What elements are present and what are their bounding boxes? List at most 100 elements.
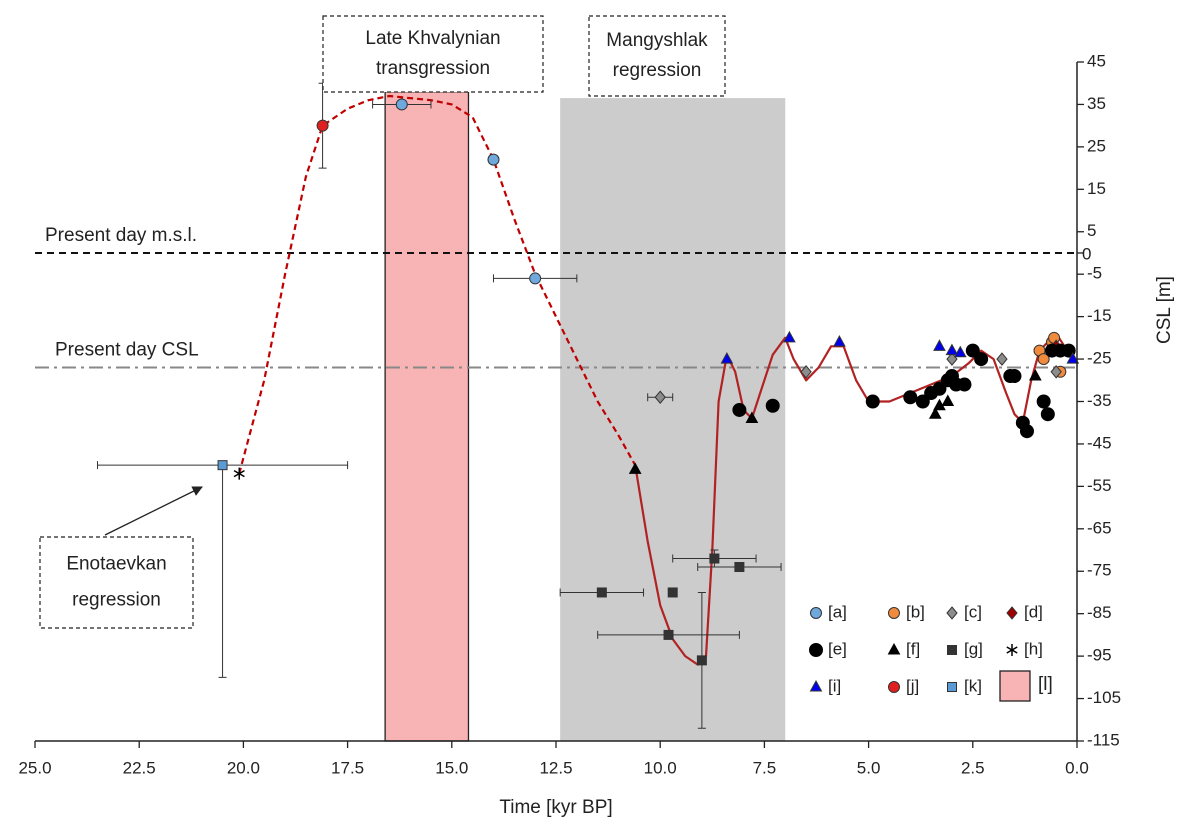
- data-point: [996, 352, 1008, 366]
- data-point: [1040, 407, 1055, 422]
- y-axis-label: CSL [m]: [1154, 276, 1175, 344]
- annotation-text: Late Khvalynian: [365, 28, 500, 49]
- data-point: [395, 98, 408, 111]
- data-point: [316, 119, 329, 132]
- data-point: [957, 377, 972, 392]
- y-tick-label: -115: [1087, 730, 1120, 749]
- y-tick-label: -35: [1087, 391, 1112, 410]
- legend-marker: [810, 607, 822, 619]
- legend-label: [i]: [828, 676, 841, 695]
- annotation-text: Mangyshlak: [606, 30, 708, 51]
- legend-marker: [809, 643, 823, 657]
- y-tick-label: -65: [1087, 518, 1112, 537]
- data-point: [1007, 369, 1022, 384]
- data-point: [783, 330, 796, 343]
- y-tick-label: 35: [1087, 94, 1106, 113]
- reference-label: Present day CSL: [55, 340, 199, 361]
- legend-label: [d]: [1024, 602, 1043, 621]
- y-tick-label: -5: [1087, 264, 1102, 283]
- data-point: [732, 402, 747, 417]
- data-point: [903, 390, 918, 405]
- data-point: [696, 655, 707, 666]
- legend-label: [a]: [828, 602, 847, 621]
- legend-label: [j]: [906, 676, 919, 695]
- plot-layer: Present day m.s.l. Present day CSL: [35, 82, 1080, 742]
- data-point: [734, 562, 745, 573]
- x-tick-label: 5.0: [857, 758, 881, 777]
- data-point: [1066, 352, 1080, 364]
- x-axis-label: Time [kyr BP]: [499, 797, 612, 818]
- y-tick-label: -55: [1087, 476, 1112, 495]
- y-tick-label: 5: [1087, 221, 1096, 240]
- legend-label: [k]: [964, 676, 982, 695]
- annotation-box: [588, 15, 726, 97]
- data-point: [1036, 394, 1051, 409]
- x-tick-label: 25.0: [18, 758, 51, 777]
- x-tick-label: 10.0: [644, 758, 677, 777]
- legend-marker: [1006, 644, 1018, 656]
- data-point: [915, 394, 930, 409]
- data-point: [1019, 424, 1034, 439]
- legend-label: [b]: [906, 602, 925, 621]
- data-point: [487, 153, 500, 166]
- x-tick-label: 7.5: [753, 758, 777, 777]
- data-point: [974, 352, 989, 367]
- data-point: [667, 587, 678, 598]
- data-point: [720, 352, 734, 364]
- data-point: [233, 467, 245, 480]
- legend-label: [c]: [964, 602, 982, 621]
- data-point: [709, 553, 720, 564]
- y-tick-label: -105: [1087, 688, 1121, 707]
- data-point: [654, 390, 666, 405]
- legend-marker: [947, 682, 957, 692]
- legend-marker: [887, 642, 901, 655]
- x-tick-label: 0.0: [1065, 758, 1089, 777]
- data-point: [833, 335, 846, 347]
- data-point: [529, 272, 542, 285]
- y-error-bar: [218, 464, 227, 678]
- legend-label: [l]: [1038, 674, 1053, 695]
- data-point: [965, 343, 980, 358]
- data-point: [663, 629, 674, 640]
- legend-label: [e]: [828, 639, 847, 658]
- data-point: [1050, 365, 1062, 379]
- legend-label: [g]: [964, 639, 983, 658]
- data-point: [628, 462, 642, 474]
- y-tick-label: -95: [1087, 646, 1112, 665]
- x-tick-label: 22.5: [123, 758, 156, 777]
- data-point: [932, 381, 947, 396]
- annotation-text: transgression: [376, 58, 490, 79]
- data-point: [596, 587, 607, 598]
- data-point: [941, 394, 955, 406]
- y-tick-label: -75: [1087, 561, 1112, 580]
- y-tick-label: 15: [1087, 179, 1106, 198]
- y-tick-label: 0: [1082, 244, 1091, 263]
- data-point: [1037, 353, 1050, 366]
- data-point: [765, 398, 780, 413]
- annotation-text: Enotaevkan: [66, 554, 166, 575]
- y-tick-label: -25: [1087, 349, 1112, 368]
- data-point: [933, 339, 946, 351]
- x-tick-label: 15.0: [435, 758, 468, 777]
- legend-marker: [888, 681, 900, 693]
- curve: [238, 94, 637, 474]
- y-tick-label: -45: [1087, 433, 1112, 452]
- annotation-arrow: [104, 486, 203, 536]
- legend-label: [f]: [906, 639, 920, 658]
- legend-marker: [947, 645, 957, 655]
- data-point: [928, 407, 942, 419]
- annotation-text: regression: [72, 590, 161, 611]
- legend-marker: [946, 606, 958, 620]
- data-point: [1028, 369, 1042, 381]
- y-tick-label: -15: [1087, 306, 1112, 325]
- annotation-text: regression: [613, 60, 702, 81]
- data-point: [865, 394, 880, 409]
- legend-marker: [1006, 606, 1018, 620]
- x-tick-label: 17.5: [331, 758, 364, 777]
- data-point: [217, 460, 228, 471]
- legend-label: [h]: [1024, 639, 1043, 658]
- annotation-box: [39, 536, 194, 629]
- data-point: [745, 411, 759, 423]
- data-point: [953, 345, 967, 358]
